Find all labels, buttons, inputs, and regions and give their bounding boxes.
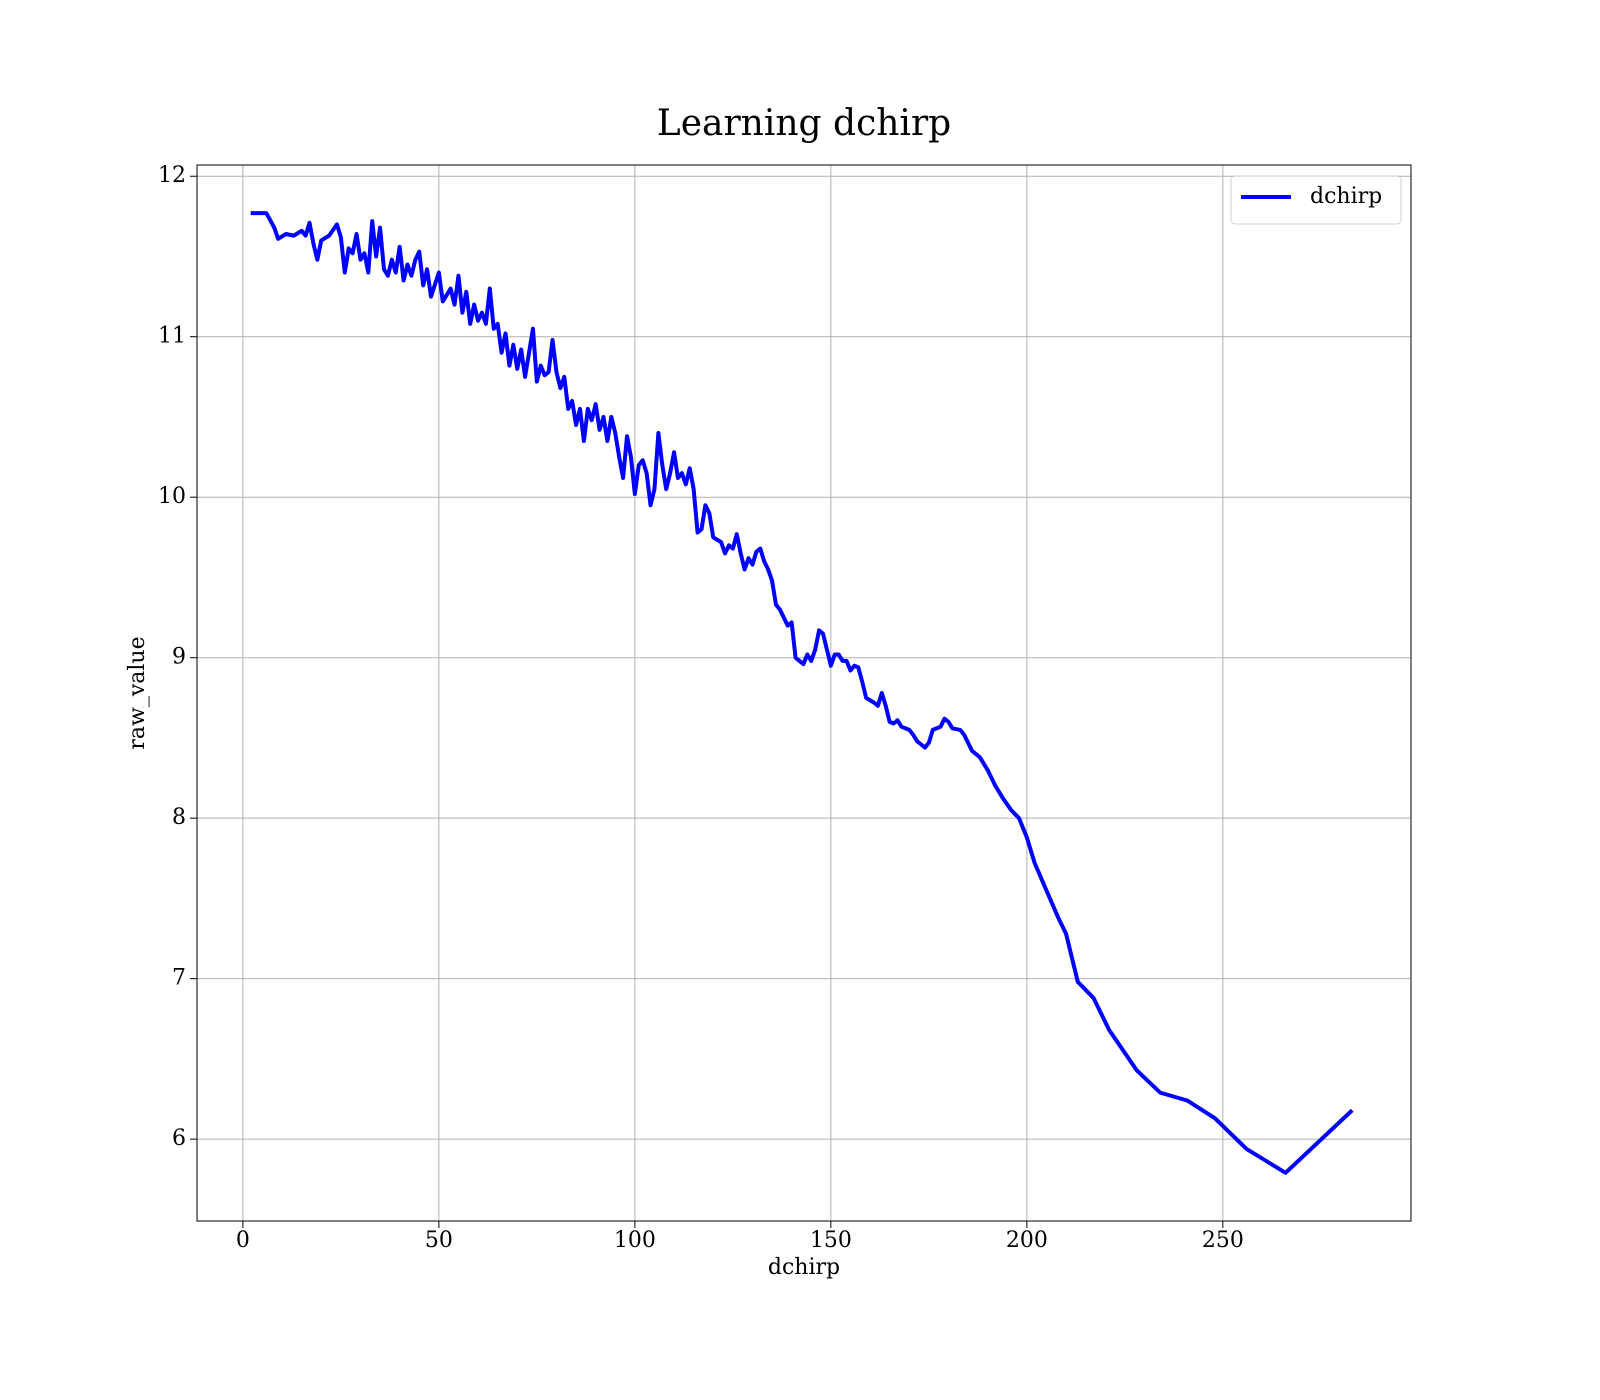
- x-tick-label: 100: [614, 1228, 656, 1253]
- line-series: [250, 211, 1354, 1175]
- x-tick-label: 200: [1006, 1228, 1048, 1253]
- x-axis-label: dchirp: [768, 1255, 840, 1280]
- x-tick-label: 0: [236, 1228, 250, 1253]
- plot-frame: [196, 164, 1412, 1222]
- y-tick-label: 7: [172, 966, 186, 991]
- y-tick-label: 9: [172, 645, 186, 670]
- x-tick-label: 50: [425, 1228, 453, 1253]
- chart-title: Learning dchirp: [657, 103, 951, 144]
- y-tick-label: 10: [158, 484, 186, 509]
- legend-label: dchirp: [1310, 184, 1382, 209]
- legend-box: [1230, 175, 1402, 225]
- y-tick-label: 11: [158, 324, 186, 349]
- x-tick-label: 250: [1202, 1228, 1244, 1253]
- y-axis-label: raw_value: [125, 636, 150, 749]
- y-tick-label: 6: [172, 1126, 186, 1151]
- x-tick-label: 150: [810, 1228, 852, 1253]
- y-tick-label: 12: [158, 163, 186, 188]
- y-tick-label: 8: [172, 805, 186, 830]
